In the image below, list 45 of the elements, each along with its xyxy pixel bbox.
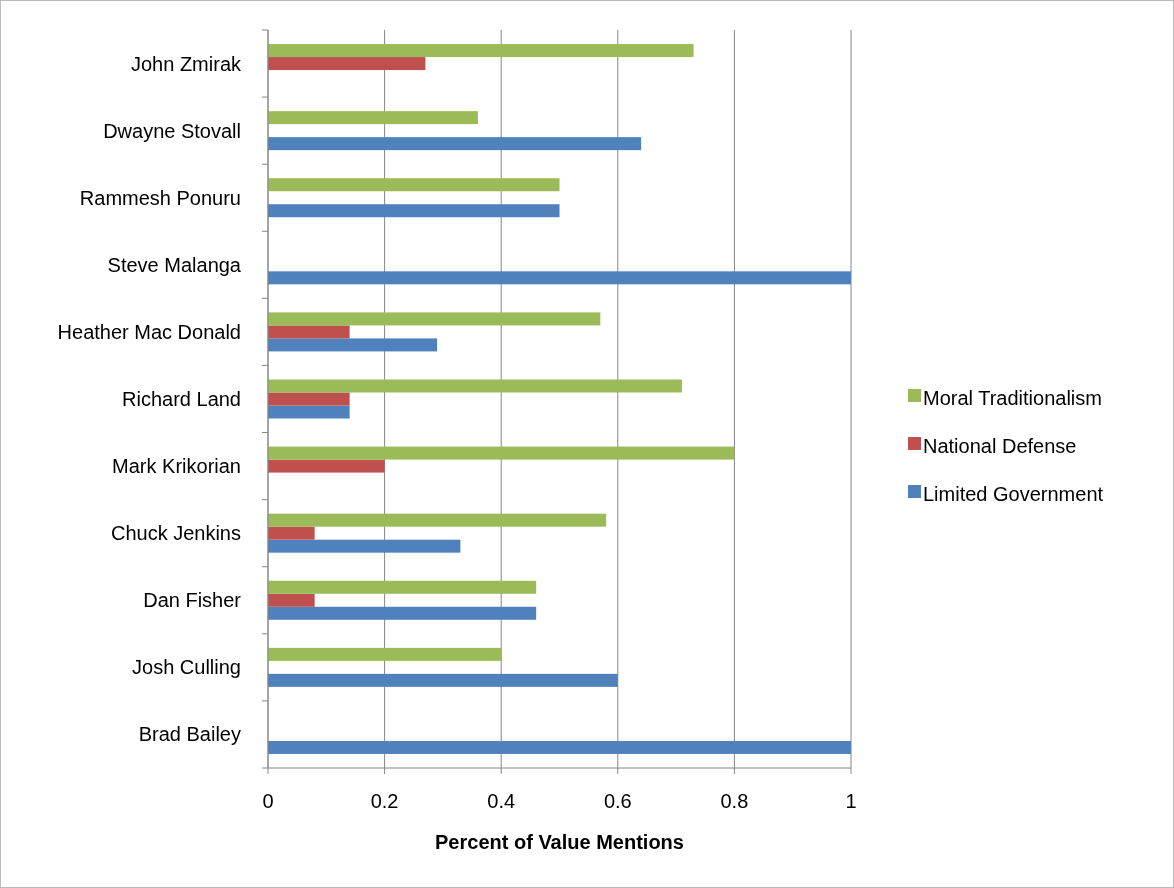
bar xyxy=(268,137,642,151)
bar xyxy=(268,446,735,460)
bar xyxy=(268,312,601,326)
bar xyxy=(268,178,560,192)
y-tick-label: Rammesh Ponuru xyxy=(79,186,241,209)
bar xyxy=(268,392,350,406)
y-tick-label: Dan Fisher xyxy=(143,589,242,612)
y-tick-label: Mark Krikorian xyxy=(112,455,241,478)
bar xyxy=(268,325,350,339)
legend-label: Moral Traditionalism xyxy=(923,387,1102,409)
bar xyxy=(268,379,682,393)
bar xyxy=(268,405,350,419)
x-axis-title: Percent of Value Mentions xyxy=(435,831,684,853)
bar xyxy=(268,204,560,218)
bar xyxy=(268,338,438,352)
bar xyxy=(268,673,618,687)
bar xyxy=(268,111,478,125)
bar xyxy=(268,526,315,540)
y-tick-label: Steve Malanga xyxy=(107,253,242,276)
y-tick-label: Josh Culling xyxy=(132,656,241,679)
x-tick-label: 0.6 xyxy=(603,790,632,812)
bar xyxy=(268,57,426,71)
bar xyxy=(268,647,502,661)
bar xyxy=(268,513,607,527)
bar xyxy=(268,44,694,58)
x-tick-label: 0.2 xyxy=(370,790,399,812)
x-tick-label: 0.4 xyxy=(487,790,516,812)
legend-label: National Defense xyxy=(923,435,1077,457)
bar xyxy=(268,271,851,285)
y-tick-label: Dwayne Stovall xyxy=(103,119,241,142)
y-tick-label: Brad Bailey xyxy=(138,723,241,746)
bar xyxy=(268,539,461,553)
legend-label: Limited Government xyxy=(923,483,1104,505)
bar xyxy=(268,459,385,473)
bar xyxy=(268,740,851,754)
bar xyxy=(268,580,537,594)
y-tick-label: Heather Mac Donald xyxy=(57,320,241,343)
x-tick-label: 0.8 xyxy=(720,790,749,812)
x-tick-label: 1 xyxy=(845,790,857,812)
bar xyxy=(268,593,315,607)
bar xyxy=(268,606,537,620)
y-tick-label: Richard Land xyxy=(122,388,241,410)
y-tick-label: Chuck Jenkins xyxy=(110,522,241,545)
x-tick-label: 0 xyxy=(262,790,274,812)
y-tick-label: John Zmirak xyxy=(130,52,242,75)
